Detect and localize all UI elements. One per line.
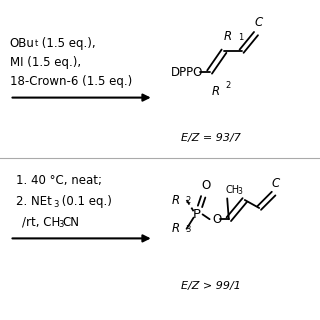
Text: O: O [202,179,211,192]
Text: OBu: OBu [10,37,35,50]
Text: C: C [271,177,280,190]
Text: DPPO: DPPO [171,66,204,78]
Text: O: O [213,213,222,226]
Text: C: C [254,16,263,29]
Text: MI (1.5 eq.),: MI (1.5 eq.), [10,56,81,69]
Text: 18-Crown-6 (1.5 eq.): 18-Crown-6 (1.5 eq.) [10,75,132,88]
Text: R: R [171,194,179,206]
Text: 3: 3 [59,220,64,229]
Text: 3: 3 [185,225,190,234]
Text: R: R [171,222,179,235]
Text: 1: 1 [238,33,243,42]
Text: R: R [211,85,219,98]
Text: CH: CH [226,185,240,195]
Text: /rt, CH: /rt, CH [22,216,61,229]
Text: 2: 2 [225,81,230,90]
Text: 3: 3 [54,200,59,209]
Text: t: t [35,39,38,48]
Text: 3: 3 [238,187,243,196]
Text: CN: CN [63,216,80,229]
Text: R: R [224,30,232,43]
Text: P: P [193,208,201,221]
Text: 2. NEt: 2. NEt [16,195,52,208]
Text: E/Z > 99/1: E/Z > 99/1 [181,281,241,292]
Text: (1.5 eq.),: (1.5 eq.), [38,37,95,50]
Text: (0.1 eq.): (0.1 eq.) [58,195,112,208]
Text: 2: 2 [185,196,190,205]
Text: 1. 40 °C, neat;: 1. 40 °C, neat; [16,174,102,187]
Text: E/Z = 93/7: E/Z = 93/7 [181,132,241,143]
